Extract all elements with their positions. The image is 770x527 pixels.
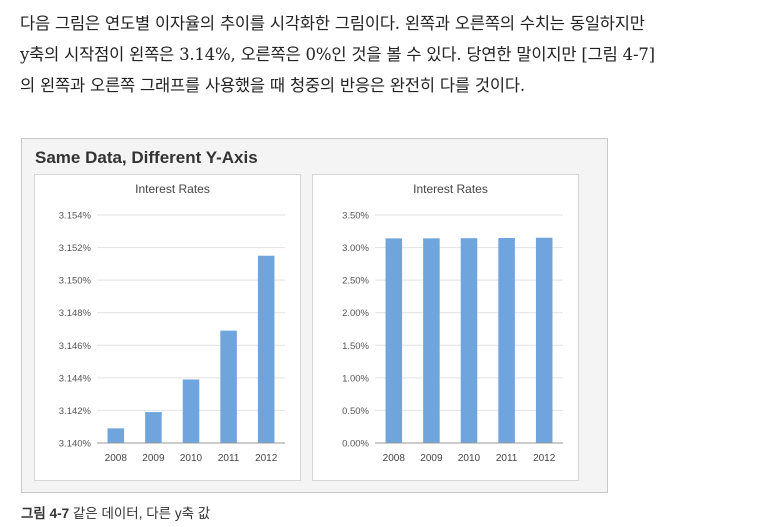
bar [423, 238, 440, 443]
y-tick-label: 1.50% [342, 341, 369, 352]
bar [182, 379, 200, 443]
y-tick-label: 3.152% [59, 243, 92, 254]
x-tick-label: 2011 [218, 453, 240, 464]
chart-panel-right: Interest Rates 0.00% 0.50% 1.00% 1.50% 2.00% 2… [312, 174, 579, 481]
y-tick-label: 3.150% [59, 276, 92, 287]
x-tick-label: 2012 [255, 453, 278, 464]
y-tick-label: 0.00% [342, 439, 369, 450]
y-tick-label: 3.00% [342, 243, 369, 254]
chart-title: Interest Rates [135, 182, 210, 196]
bar [385, 238, 403, 443]
paragraph-line: y축의 시작점이 왼쪽은 3.14%, 오른쪽은 0%인 것을 볼 수 있다. … [20, 45, 655, 64]
chart-right: Interest Rates 0.00% 0.50% 1.00% 1.50% 2.00% 2… [342, 182, 563, 464]
y-tick-label: 3.144% [59, 373, 92, 384]
bar [257, 255, 275, 443]
figure-box: Same Data, Different Y-Axis Interest Rat… [21, 138, 608, 493]
chart-panel-left: Interest Rates 3.140% 3.142% 3.144% 3.146% 3.… [34, 174, 301, 481]
figure-title: Same Data, Different Y-Axis [35, 148, 258, 167]
bar [460, 238, 478, 443]
y-tick-label: 3.142% [59, 406, 92, 417]
bar [535, 237, 553, 443]
x-tick-label: 2011 [496, 453, 518, 464]
bar [145, 412, 162, 443]
y-tick-label: 2.50% [342, 276, 369, 287]
y-tick-label: 2.00% [342, 308, 369, 319]
x-tick-label: 2009 [420, 453, 443, 464]
x-tick-label: 2012 [533, 453, 556, 464]
bar [220, 330, 237, 443]
caption-label: 그림 4-7 [21, 506, 70, 521]
y-tick-label: 3.148% [59, 308, 92, 319]
y-tick-label: 0.50% [342, 406, 369, 417]
x-tick-label: 2009 [142, 453, 165, 464]
chart-left: Interest Rates 3.140% 3.142% 3.144% 3.146% 3.… [59, 182, 285, 464]
bar [498, 238, 515, 443]
x-tick-label: 2010 [458, 453, 481, 464]
paragraph-line: 의 왼쪽과 오른쪽 그래프를 사용했을 때 청중의 반응은 완전히 다를 것이다… [20, 76, 525, 95]
y-tick-label: 3.140% [59, 439, 92, 450]
figure-caption: 그림 4-7 같은 데이터, 다른 y축 값 [21, 502, 210, 522]
y-tick-label: 3.146% [59, 341, 92, 352]
chart-title: Interest Rates [413, 182, 488, 196]
paragraph-line: 다음 그림은 연도별 이자율의 추이를 시각화한 그림이다. 왼쪽과 오른쪽의 … [20, 14, 645, 33]
x-tick-label: 2008 [383, 453, 406, 464]
bar [107, 428, 125, 443]
y-tick-label: 3.154% [59, 211, 92, 222]
body-paragraph: 다음 그림은 연도별 이자율의 추이를 시각화한 그림이다. 왼쪽과 오른쪽의 … [20, 8, 755, 101]
caption-text: 같은 데이터, 다른 y축 값 [72, 506, 211, 521]
y-tick-label: 1.00% [342, 373, 369, 384]
x-tick-label: 2010 [180, 453, 203, 464]
x-tick-label: 2008 [105, 453, 128, 464]
y-tick-label: 3.50% [342, 211, 369, 222]
